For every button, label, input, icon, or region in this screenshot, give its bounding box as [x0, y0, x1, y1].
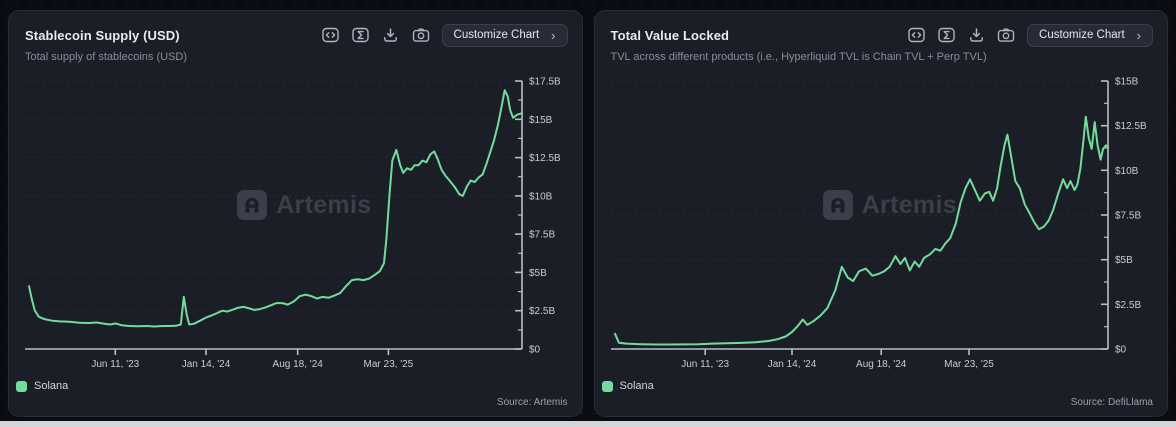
svg-text:$2.5B: $2.5B [529, 306, 555, 317]
svg-text:Aug 18, '24: Aug 18, '24 [856, 359, 907, 370]
legend-label: Solana [34, 380, 69, 392]
chart-area[interactable]: $0 $2.5B $5B $7.5B $10B $12.5B $15B $17.5B Jun 1… [25, 72, 568, 375]
panel-stablecoin-supply: Stablecoin Supply (USD) [8, 10, 583, 417]
svg-text:$0: $0 [529, 345, 541, 356]
chart-canvas[interactable]: $0 $2.5B $5B $7.5B $10B $12.5B $15B Jun 11, '23… [610, 72, 1154, 375]
panel-header: Stablecoin Supply (USD) [25, 22, 568, 48]
customize-chart-button[interactable]: Customize Chart › [1027, 23, 1153, 47]
sigma-icon[interactable] [352, 27, 370, 44]
svg-text:Jan 14, '24: Jan 14, '24 [767, 359, 816, 370]
svg-text:$2.5B: $2.5B [1115, 300, 1141, 311]
legend-item-solana[interactable]: Solana [601, 377, 1154, 395]
svg-text:$15B: $15B [1115, 77, 1139, 88]
svg-text:$10B: $10B [1115, 166, 1139, 177]
svg-text:Jan 14, '24: Jan 14, '24 [182, 359, 231, 370]
svg-text:$12.5B: $12.5B [1115, 121, 1147, 132]
camera-icon[interactable] [997, 27, 1015, 44]
svg-text:Mar 23, '25: Mar 23, '25 [364, 359, 414, 370]
code-icon[interactable] [907, 27, 925, 44]
legend-swatch [16, 380, 27, 392]
legend-swatch [601, 380, 613, 392]
svg-text:$10B: $10B [529, 191, 553, 202]
panel-header: Total Value Locked [610, 22, 1153, 48]
svg-text:$17.5B: $17.5B [529, 77, 561, 88]
legend-label: Solana [619, 380, 654, 392]
chart-toolbar: Customize Chart › [322, 23, 568, 47]
chevron-right-icon: › [551, 27, 556, 43]
customize-chart-label: Customize Chart [1039, 29, 1125, 41]
chevron-right-icon: › [1136, 27, 1141, 43]
chart-subtitle: Total supply of stablecoins (USD) [25, 51, 188, 63]
svg-text:$7.5B: $7.5B [529, 230, 555, 241]
svg-text:Jun 11, '23: Jun 11, '23 [91, 359, 139, 370]
page-title: Total Value Locked [610, 27, 730, 43]
svg-text:$7.5B: $7.5B [1115, 211, 1141, 222]
chart-canvas[interactable]: $0 $2.5B $5B $7.5B $10B $12.5B $15B $17.5B Jun 1… [25, 72, 568, 375]
svg-text:Jun 11, '23: Jun 11, '23 [681, 359, 729, 370]
chart-area[interactable]: $0 $2.5B $5B $7.5B $10B $12.5B $15B Jun 11, '23… [610, 72, 1154, 375]
svg-text:$5B: $5B [1115, 255, 1133, 266]
bottom-page-edge [0, 421, 1176, 427]
svg-text:$0: $0 [1115, 345, 1127, 356]
customize-chart-button[interactable]: Customize Chart › [441, 23, 568, 47]
svg-text:Aug 18, '24: Aug 18, '24 [273, 359, 324, 370]
code-icon[interactable] [322, 27, 340, 44]
sigma-icon[interactable] [937, 27, 955, 44]
legend-item-solana[interactable]: Solana [16, 377, 568, 395]
panel-total-value-locked: Total Value Locked [593, 10, 1168, 417]
chart-cards-row: Stablecoin Supply (USD) [8, 10, 1168, 417]
page-title: Stablecoin Supply (USD) [25, 27, 180, 43]
source-attribution: Source: DefiLlama [1070, 397, 1153, 408]
customize-chart-label: Customize Chart [453, 29, 540, 41]
download-icon[interactable] [967, 27, 985, 44]
chart-toolbar: Customize Chart › [907, 23, 1153, 47]
svg-text:$5B: $5B [529, 268, 547, 279]
camera-icon[interactable] [412, 27, 430, 44]
chart-subtitle: TVL across different products (i.e., Hyp… [610, 51, 987, 63]
svg-text:$15B: $15B [529, 115, 553, 126]
source-attribution: Source: Artemis [496, 397, 568, 408]
download-icon[interactable] [382, 27, 400, 44]
svg-text:$12.5B: $12.5B [529, 153, 561, 164]
svg-text:Mar 23, '25: Mar 23, '25 [944, 359, 994, 370]
